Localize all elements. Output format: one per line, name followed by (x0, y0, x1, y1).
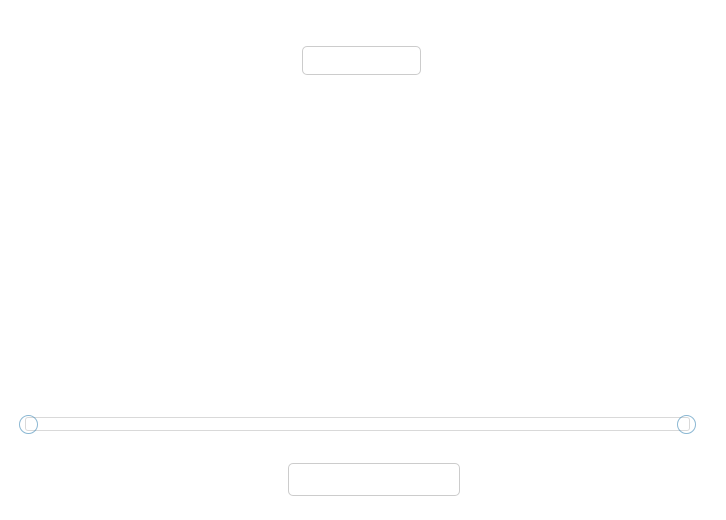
month-input[interactable] (287, 462, 460, 496)
device-count-chart (0, 88, 726, 410)
slider-handle-left[interactable] (19, 415, 38, 434)
month-select-row (6, 461, 726, 497)
day-select-row (0, 44, 719, 76)
slider-track[interactable] (25, 417, 690, 431)
range-slider[interactable] (19, 415, 696, 434)
slider-handle-right[interactable] (677, 415, 696, 434)
day-input[interactable] (302, 45, 421, 75)
